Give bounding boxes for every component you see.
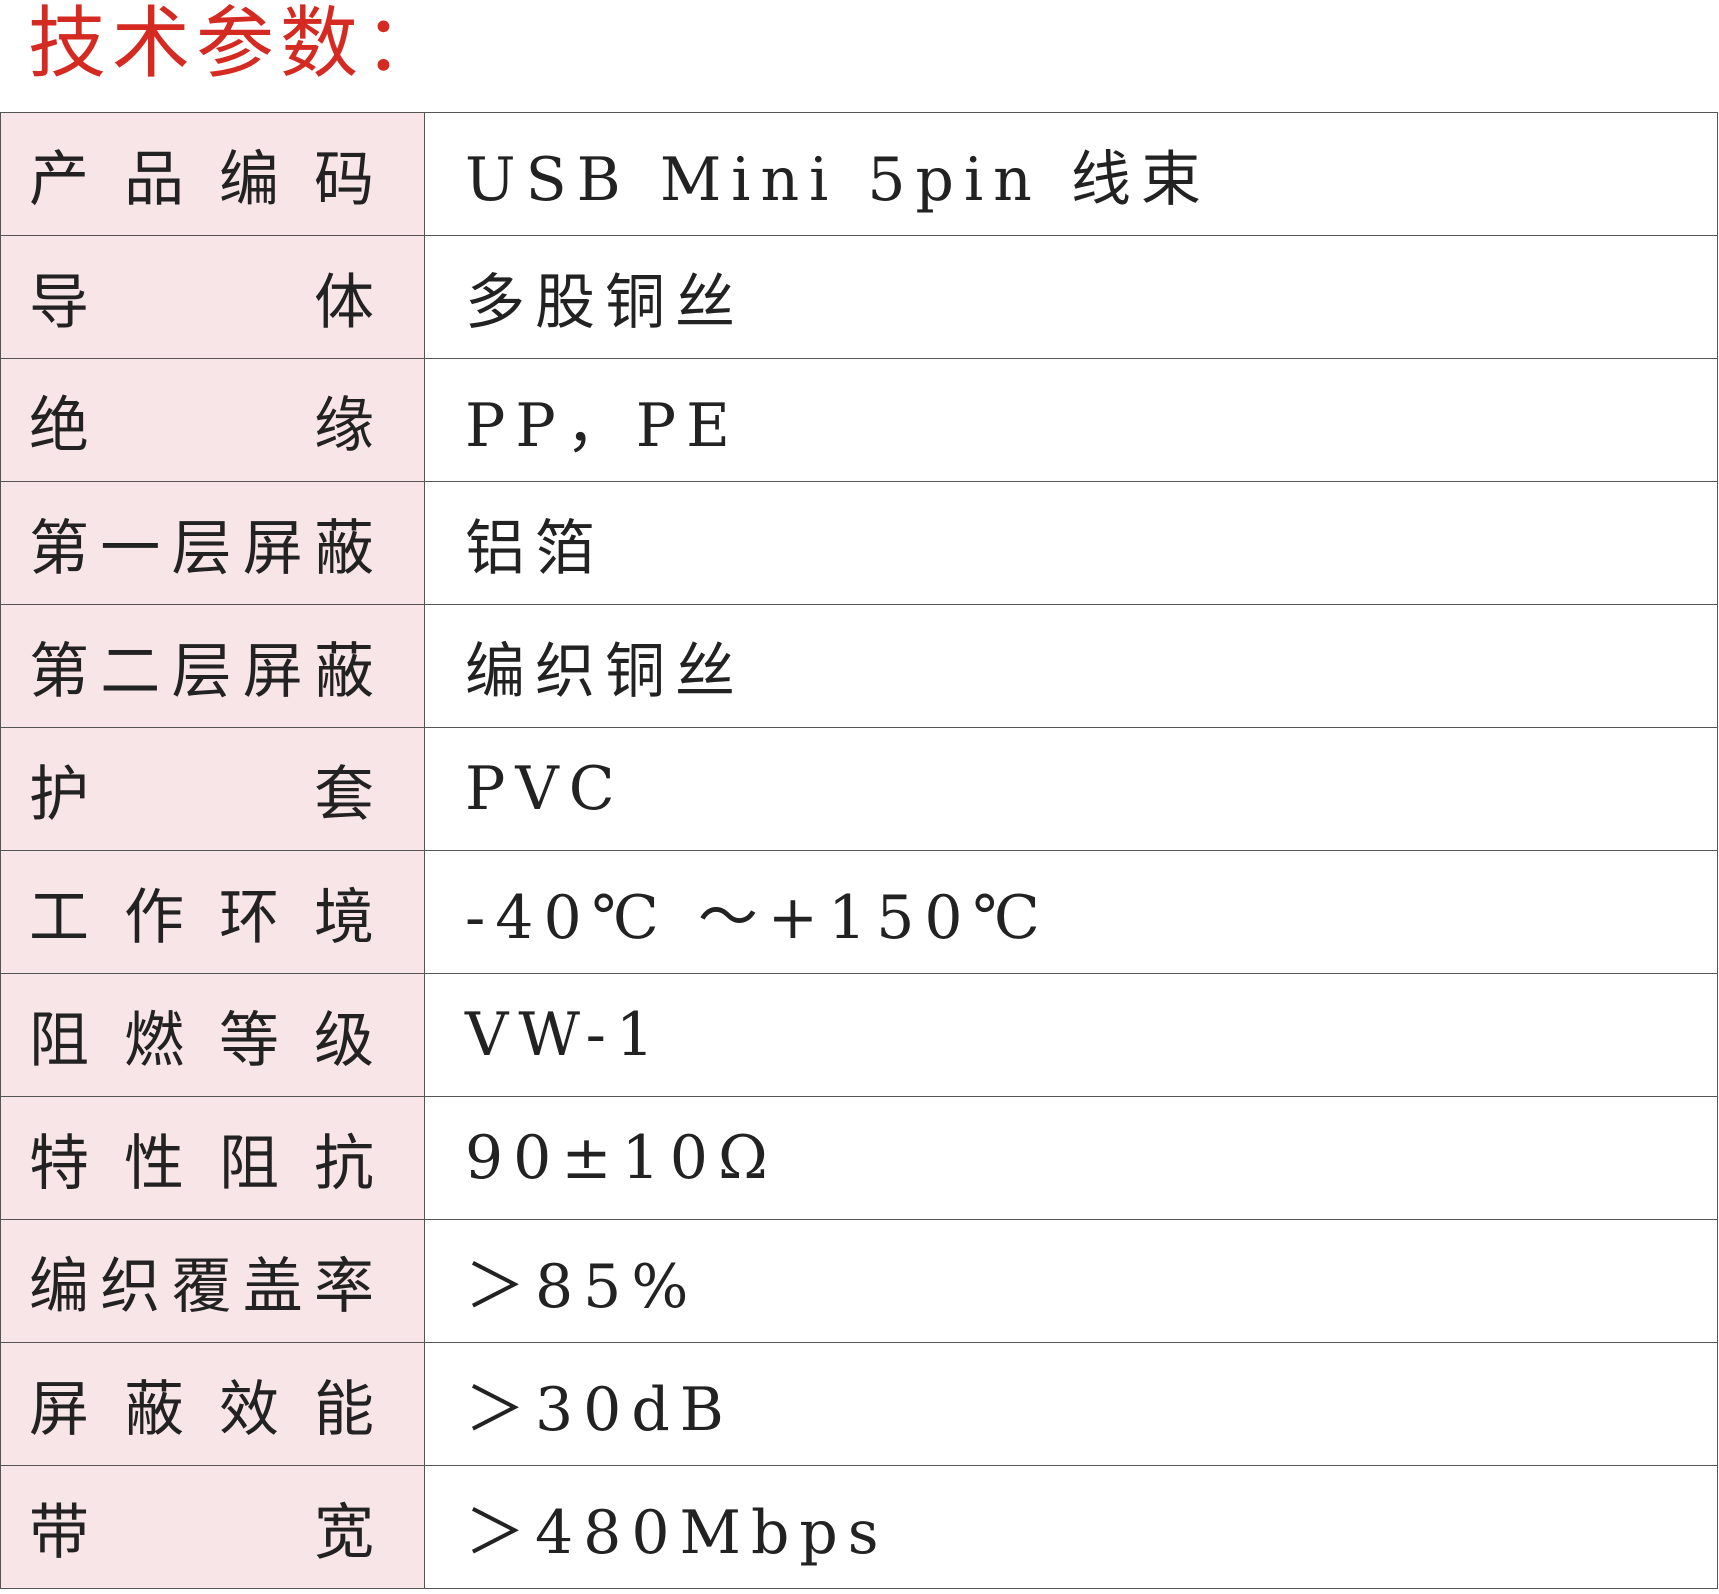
spec-label: 阻燃等级 bbox=[29, 1005, 374, 1076]
spec-label-cell: 绝缘 bbox=[0, 358, 425, 482]
spec-label: 特性阻抗 bbox=[29, 1128, 374, 1199]
spec-label: 第一层屏蔽 bbox=[29, 513, 374, 584]
table-row: 屏蔽效能 ＞30dB bbox=[0, 1342, 1718, 1466]
spec-label-cell: 特性阻抗 bbox=[0, 1096, 425, 1220]
spec-label: 绝缘 bbox=[29, 390, 374, 461]
spec-label-cell: 产品编码 bbox=[0, 112, 425, 236]
spec-label: 第二层屏蔽 bbox=[29, 636, 374, 707]
spec-value: PP，PE bbox=[424, 358, 1718, 482]
spec-value: ＞85% bbox=[424, 1219, 1718, 1343]
spec-value: 铝箔 bbox=[424, 481, 1718, 605]
table-row: 编织覆盖率 ＞85% bbox=[0, 1219, 1718, 1343]
spec-value: 多股铜丝 bbox=[424, 235, 1718, 359]
spec-label: 产品编码 bbox=[29, 144, 374, 215]
spec-label-cell: 第二层屏蔽 bbox=[0, 604, 425, 728]
spec-value: 编织铜丝 bbox=[424, 604, 1718, 728]
table-row: 工作环境 -40℃ ～+150℃ bbox=[0, 850, 1718, 974]
spec-value: PVC bbox=[424, 727, 1718, 851]
table-row: 第二层屏蔽 编织铜丝 bbox=[0, 604, 1718, 728]
table-row: 绝缘 PP，PE bbox=[0, 358, 1718, 482]
spec-label-cell: 护套 bbox=[0, 727, 425, 851]
spec-label: 导体 bbox=[29, 267, 374, 338]
spec-label: 编织覆盖率 bbox=[29, 1251, 374, 1322]
table-row: 导体 多股铜丝 bbox=[0, 235, 1718, 359]
spec-value: ＞480Mbps bbox=[424, 1465, 1718, 1589]
spec-table: 产品编码 USB Mini 5pin 线束 导体 多股铜丝 绝缘 PP，PE 第一层屏蔽 铝箔… bbox=[0, 112, 1718, 1589]
spec-label-cell: 阻燃等级 bbox=[0, 973, 425, 1097]
table-row: 特性阻抗 90±10Ω bbox=[0, 1096, 1718, 1220]
table-row: 产品编码 USB Mini 5pin 线束 bbox=[0, 112, 1718, 236]
spec-label-cell: 导体 bbox=[0, 235, 425, 359]
table-row: 带宽 ＞480Mbps bbox=[0, 1465, 1718, 1589]
spec-value: ＞30dB bbox=[424, 1342, 1718, 1466]
page-title: 技术参数： bbox=[28, 0, 449, 89]
spec-value: -40℃ ～+150℃ bbox=[424, 850, 1718, 974]
spec-label-cell: 第一层屏蔽 bbox=[0, 481, 425, 605]
spec-label-cell: 带宽 bbox=[0, 1465, 425, 1589]
spec-label: 工作环境 bbox=[29, 882, 374, 953]
spec-label: 带宽 bbox=[29, 1497, 374, 1568]
table-row: 护套 PVC bbox=[0, 727, 1718, 851]
spec-label: 护套 bbox=[29, 759, 374, 830]
table-row: 第一层屏蔽 铝箔 bbox=[0, 481, 1718, 605]
spec-value: 90±10Ω bbox=[424, 1096, 1718, 1220]
spec-label: 屏蔽效能 bbox=[29, 1374, 374, 1445]
table-row: 阻燃等级 VW-1 bbox=[0, 973, 1718, 1097]
spec-label-cell: 编织覆盖率 bbox=[0, 1219, 425, 1343]
spec-label-cell: 工作环境 bbox=[0, 850, 425, 974]
spec-value: USB Mini 5pin 线束 bbox=[424, 112, 1718, 236]
spec-value: VW-1 bbox=[424, 973, 1718, 1097]
spec-label-cell: 屏蔽效能 bbox=[0, 1342, 425, 1466]
